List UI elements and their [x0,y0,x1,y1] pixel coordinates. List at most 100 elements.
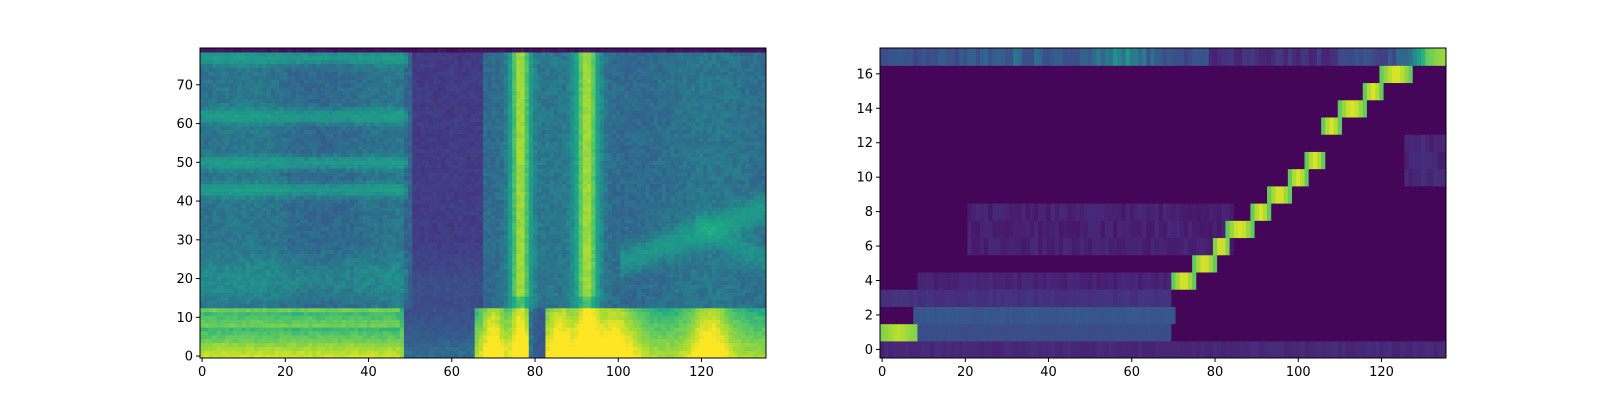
spectrogram-cell [420,334,426,340]
spectrogram-cell [470,307,476,313]
spectrogram-cell [645,338,651,344]
spectrogram-cell [308,226,313,231]
spectrogram-cell [366,218,372,223]
spectrogram-cell [224,296,230,301]
spectrogram-cell [358,296,363,301]
spectrogram-cell [512,253,517,258]
spectrogram-cell [362,237,368,243]
spectrogram-cell [711,234,717,239]
spectrogram-cell [220,237,226,243]
spectrogram-cell [666,218,671,223]
spectrogram-cell [408,276,413,282]
spectrogram-cell [620,218,626,223]
spectrogram-cell [666,327,671,332]
spectrogram-cell [258,288,264,293]
spectrogram-cell [628,253,634,258]
spectrogram-cell [732,253,738,258]
spectrogram-cell [512,342,517,347]
spectrogram-cell [416,245,422,251]
spectrogram-cell [532,265,538,270]
spectrogram-cell [524,330,530,336]
spectrogram-cell [395,261,401,266]
spectrogram-cell [528,315,534,320]
spectrogram-cell [428,288,434,293]
spectrogram-cell [345,311,351,316]
spectrogram-cell [403,319,409,324]
spectrogram-cell [416,296,422,301]
spectrogram-cell [466,222,472,227]
spectrogram-cell [474,315,480,320]
spectrogram-cell [678,245,684,251]
spectrogram-cell [353,234,359,239]
spectrogram-cell [320,226,326,231]
spectrogram-cell [470,268,476,274]
spectrogram-cell [670,338,676,344]
spectrogram-cell [283,237,288,243]
spectrogram-cell [632,245,638,251]
spectrogram-cell [491,330,497,336]
spectrogram-cell [507,303,513,309]
spectrogram-cell [578,237,584,243]
spectrogram-cell [420,241,426,247]
spectrogram-cell [728,319,734,324]
spectrogram-cell [462,284,467,289]
spectrogram-cell [237,315,243,320]
spectrogram-cell [507,249,513,254]
spectrogram-cell [599,253,605,258]
spectrogram-cell [358,241,363,247]
spectrogram-cell [749,253,755,258]
spectrogram-cell [503,284,509,289]
spectrogram-cell [424,268,430,274]
spectrogram-cell [337,268,343,274]
spectrogram-cell [408,311,413,316]
spectrogram-cell [674,346,680,351]
spectrogram-cell [216,334,222,340]
spectrogram-cell [412,234,418,239]
spectrogram-cell [728,338,734,344]
spectrogram-cell [233,261,239,266]
spectrogram-cell [270,237,276,243]
spectrogram-cell [499,234,505,239]
spectrogram-cell [732,230,738,235]
spectrogram-cell [216,218,222,223]
spectrogram-cell [283,342,288,347]
spectrogram-cell [283,249,288,254]
spectrogram-cell [632,284,638,289]
spectrogram-cell [316,214,322,220]
spectrogram-cell [358,311,363,316]
spectrogram-cell [453,280,459,285]
spectrogram-cell [603,354,609,358]
spectrogram-cell [483,222,488,227]
spectrogram-cell [362,299,368,305]
spectrogram-cell [345,350,351,355]
spectrogram-cell [595,257,601,262]
spectrogram-cell [445,319,451,324]
spectrogram-cell [566,272,571,278]
spectrogram-cell [308,327,313,332]
spectrogram-cell [208,327,214,332]
spectrogram-cell [612,284,617,289]
spectrogram-cell [716,280,721,285]
spectrogram-cell [695,265,701,270]
spectrogram-cell [541,222,547,227]
spectrogram-cell [445,265,451,270]
spectrogram-cell [304,350,309,355]
spectrogram-cell [520,315,526,320]
spectrogram-cell [537,350,542,355]
spectrogram-cell [757,253,763,258]
spectrogram-cell [349,257,355,262]
spectrogram-cell [516,253,522,258]
spectrogram-cell [378,330,384,336]
spectrogram-cell [308,330,313,336]
spectrogram-cell [645,276,651,282]
spectrogram-cell [358,265,363,270]
spectrogram-cell [483,350,488,355]
spectrogram-cell [212,214,218,220]
spectrogram-cell [270,249,276,254]
spectrogram-cell [220,261,226,266]
spectrogram-cell [345,214,351,220]
spectrogram-cell [324,346,330,351]
spectrogram-cell [241,330,247,336]
spectrogram-cell [624,334,630,340]
spectrogram-cell [507,315,513,320]
